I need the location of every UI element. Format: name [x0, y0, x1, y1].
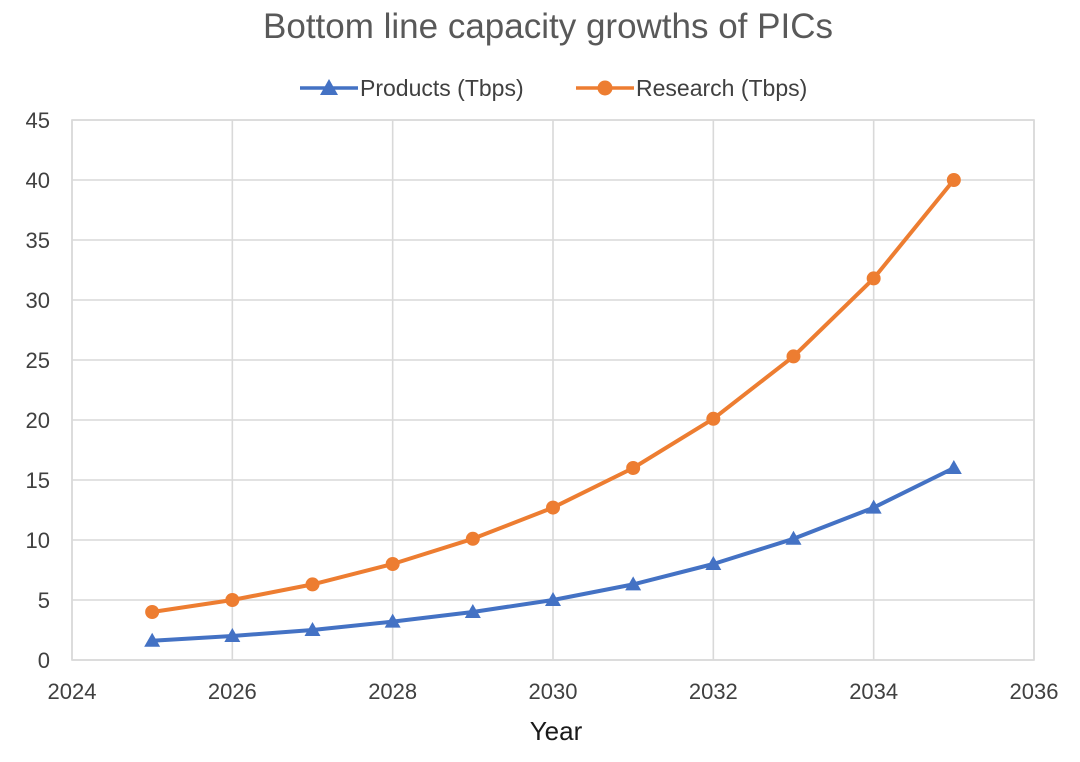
data-point-research[interactable]: [385, 557, 400, 571]
y-tick-label: 10: [26, 528, 50, 553]
y-tick-label: 35: [26, 228, 50, 253]
y-tick-label: 5: [38, 588, 50, 613]
plot-area: [71, 119, 1035, 661]
x-tick-label: 2032: [689, 679, 738, 704]
x-tick-label: 2026: [208, 679, 257, 704]
legend-item-products[interactable]: Products (Tbps): [300, 75, 524, 101]
data-point-research[interactable]: [305, 577, 320, 592]
legend-item-research[interactable]: Research (Tbps): [576, 75, 807, 101]
y-tick-label: 0: [38, 648, 50, 673]
x-tick-label: 2024: [48, 679, 97, 704]
data-point-products[interactable]: [945, 460, 962, 474]
x-tick-label: 2028: [368, 679, 417, 704]
x-axis-label: Year: [530, 716, 583, 746]
data-point-products[interactable]: [224, 628, 241, 642]
legend-marker-research: [597, 80, 613, 96]
y-tick-label: 30: [26, 288, 50, 313]
data-point-products[interactable]: [865, 499, 882, 514]
data-point-research[interactable]: [465, 531, 480, 546]
chart-title: Bottom line capacity growths of PICs: [263, 7, 833, 46]
series-products: [144, 460, 962, 647]
legend-label-research: Research (Tbps): [636, 75, 807, 101]
x-axis-ticks: 2024 2026 2028 2030 2032 2034 2036: [48, 679, 1059, 704]
data-point-research[interactable]: [626, 461, 641, 475]
x-tick-label: 2036: [1010, 679, 1059, 704]
data-point-products[interactable]: [625, 576, 642, 591]
data-point-products[interactable]: [705, 556, 722, 570]
data-point-products[interactable]: [785, 530, 802, 545]
data-point-research[interactable]: [946, 173, 961, 187]
grid: [71, 119, 1035, 661]
series-layer: [144, 173, 962, 647]
x-tick-label: 2030: [529, 679, 578, 704]
y-tick-label: 20: [26, 408, 50, 433]
y-tick-label: 45: [26, 108, 50, 133]
series-research: [145, 173, 961, 619]
data-point-products[interactable]: [384, 613, 401, 628]
data-point-research[interactable]: [546, 500, 560, 515]
legend-label-products: Products (Tbps): [360, 75, 524, 101]
data-point-products[interactable]: [464, 604, 481, 618]
x-tick-label: 2034: [849, 679, 898, 704]
legend-marker-products: [320, 79, 338, 95]
y-tick-label: 40: [26, 168, 50, 193]
y-axis-ticks: 0 5 10 15 20 25 30 35 40 45: [26, 108, 50, 673]
y-tick-label: 25: [26, 348, 50, 373]
data-point-products[interactable]: [545, 592, 561, 606]
data-point-products[interactable]: [304, 622, 321, 636]
data-point-products[interactable]: [144, 632, 161, 647]
data-point-research[interactable]: [786, 349, 801, 364]
data-point-research[interactable]: [706, 411, 721, 426]
legend: Products (Tbps) Research (Tbps): [300, 75, 807, 101]
data-point-research[interactable]: [225, 593, 240, 607]
data-point-research[interactable]: [866, 271, 881, 286]
data-point-research[interactable]: [145, 605, 160, 619]
y-tick-label: 15: [26, 468, 50, 493]
